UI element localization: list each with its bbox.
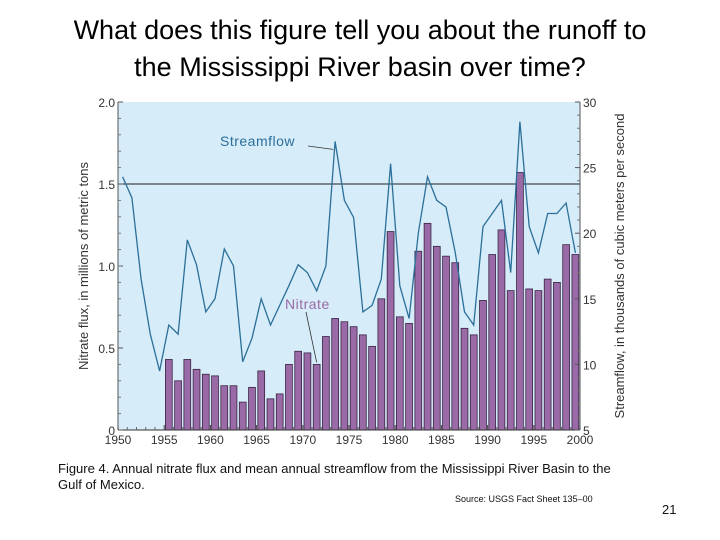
x-tick-label: 1995 xyxy=(520,433,547,447)
nitrate-bar xyxy=(405,322,413,431)
nitrate-bar xyxy=(275,393,284,431)
nitrate-bar xyxy=(377,298,386,431)
nitrate-bar xyxy=(220,385,229,431)
x-tick-label: 1955 xyxy=(151,433,178,447)
nitrate-bar xyxy=(396,316,404,431)
y-tick-label: 1.5 xyxy=(98,178,115,192)
nitrate-bar xyxy=(432,245,441,431)
x-tick-label: 1980 xyxy=(382,433,409,447)
y2-tick-label: 15 xyxy=(583,293,597,307)
y2-tick-label: 10 xyxy=(583,358,597,372)
nitrate-bar xyxy=(386,231,395,431)
y2-tick-label: 20 xyxy=(583,227,597,241)
slide-title-line-1: What does this figure tell you about the… xyxy=(73,15,647,45)
nitrate-bar xyxy=(165,359,173,431)
streamflow-label: Streamflow xyxy=(220,133,295,149)
nitrate-bar xyxy=(506,290,515,431)
slide-title: What does this figure tell you about the… xyxy=(0,12,720,86)
nitrate-bar xyxy=(359,334,367,431)
nitrate-bar xyxy=(460,327,469,431)
streamflow-pointer xyxy=(307,145,334,150)
y2-axis-label: Streamflow, in thousands of cubic meters… xyxy=(612,114,627,419)
source-note: Source: USGS Fact Sheet 135–00 xyxy=(455,494,593,504)
nitrate-bar xyxy=(201,373,210,431)
nitrate-bar xyxy=(553,281,561,431)
x-tick-label: 1975 xyxy=(336,433,363,447)
x-tick-label: 1985 xyxy=(428,433,455,447)
y-tick-label: 0 xyxy=(108,424,115,438)
nitrate-bar xyxy=(451,262,460,431)
y-tick-label: 2.0 xyxy=(98,96,115,110)
y-tick-label: 0.5 xyxy=(98,342,115,356)
nitrate-bar xyxy=(479,300,487,431)
nitrate-bar xyxy=(414,250,423,431)
nitrate-bar xyxy=(534,290,543,431)
y-axis-label: Nitrate flux, in millions of metric tons xyxy=(76,161,91,370)
nitrate-bar xyxy=(192,368,201,431)
nitrate-bar xyxy=(562,244,570,431)
nitrate-bar xyxy=(322,336,330,431)
nitrate-bar xyxy=(516,172,524,431)
y2-tick-label: 5 xyxy=(583,424,590,438)
nitrate-bar xyxy=(257,370,266,431)
x-tick-label: 1990 xyxy=(474,433,501,447)
nitrate-bar xyxy=(349,326,358,431)
nitrate-bar xyxy=(285,363,293,431)
x-tick-label: 1960 xyxy=(197,433,224,447)
nitrate-bar xyxy=(229,385,238,431)
nitrate-bar xyxy=(525,288,533,431)
nitrate-label: Nitrate xyxy=(285,296,330,312)
slide-title-line-2: the Mississippi River basin over time? xyxy=(134,52,586,82)
nitrate-bar xyxy=(543,278,552,431)
nitrate-bar xyxy=(303,352,312,431)
nitrate-bar xyxy=(248,386,256,431)
nitrate-bar xyxy=(238,401,247,431)
page-number: 21 xyxy=(662,502,677,517)
nitrate-bar xyxy=(497,229,506,431)
y-tick-label: 1.0 xyxy=(98,260,115,274)
x-tick-label: 1965 xyxy=(243,433,270,447)
nitrate-bar xyxy=(266,398,275,431)
nitrate-bar xyxy=(423,222,432,431)
streamflow-line xyxy=(122,121,577,372)
x-tick-label: 1970 xyxy=(289,433,316,447)
nitrate-bar xyxy=(469,334,478,431)
nitrate-bar xyxy=(340,321,349,431)
y2-tick-label: 30 xyxy=(583,96,597,110)
nitrate-bar xyxy=(183,359,192,431)
nitrate-bar xyxy=(294,350,302,431)
nitrate-bar xyxy=(312,363,321,431)
nitrate-bar xyxy=(211,375,219,431)
nitrate-bar xyxy=(331,318,339,431)
x-tick-label: 1950 xyxy=(105,433,132,447)
figure-caption: Figure 4. Annual nitrate flux and mean a… xyxy=(58,461,611,492)
nitrate-bar xyxy=(488,254,497,431)
nitrate-bar xyxy=(442,255,450,431)
y2-tick-label: 25 xyxy=(583,162,597,176)
nitrate-pointer xyxy=(305,311,318,363)
nitrate-bar xyxy=(368,345,376,431)
x-tick-label: 2000 xyxy=(567,433,594,447)
nitrate-bar xyxy=(174,380,182,431)
